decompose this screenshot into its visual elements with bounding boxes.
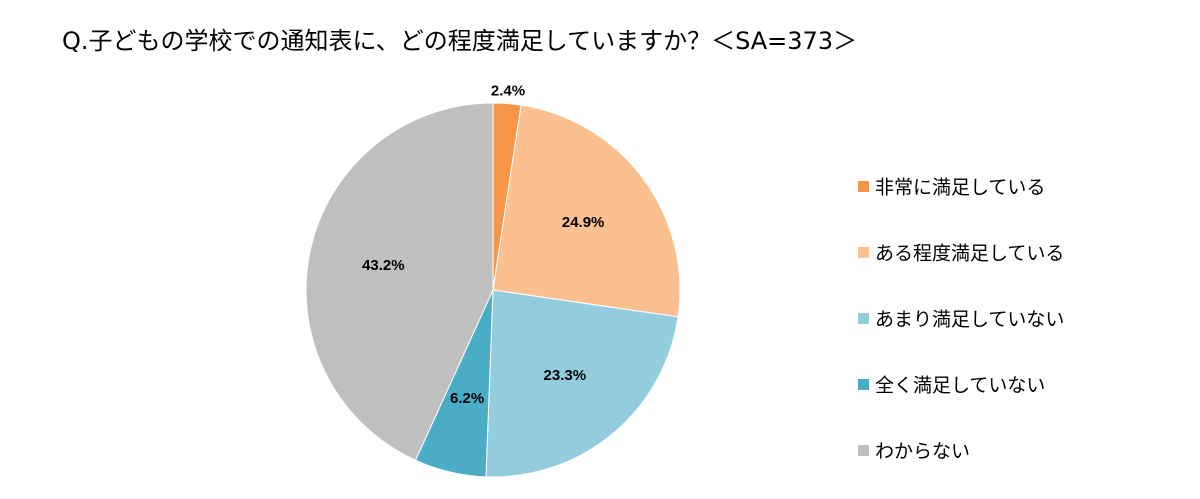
legend-swatch (858, 379, 869, 390)
data-label: 2.4% (491, 83, 525, 100)
legend-label: あまり満足していない (875, 309, 1064, 331)
legend-label: 非常に満足している (875, 177, 1045, 199)
legend-swatch (858, 313, 869, 324)
pie-slice (305, 102, 494, 461)
legend-swatch (858, 247, 869, 258)
legend-label: ある程度満足している (875, 243, 1064, 265)
legend-swatch (858, 445, 869, 456)
pie-slice (492, 104, 681, 318)
data-label: 24.9% (562, 214, 605, 231)
data-label: 43.2% (362, 257, 405, 274)
legend-label: 全く満足していない (875, 375, 1045, 397)
pie-slice (485, 289, 679, 478)
legend-label: わからない (875, 441, 970, 463)
chart-title: Q.子どもの学校での通知表に、どの程度満足していますか？＜SA=373＞ (62, 27, 857, 55)
data-label: 23.3% (544, 367, 587, 384)
data-label: 6.2% (450, 390, 484, 407)
legend-swatch (858, 181, 869, 192)
